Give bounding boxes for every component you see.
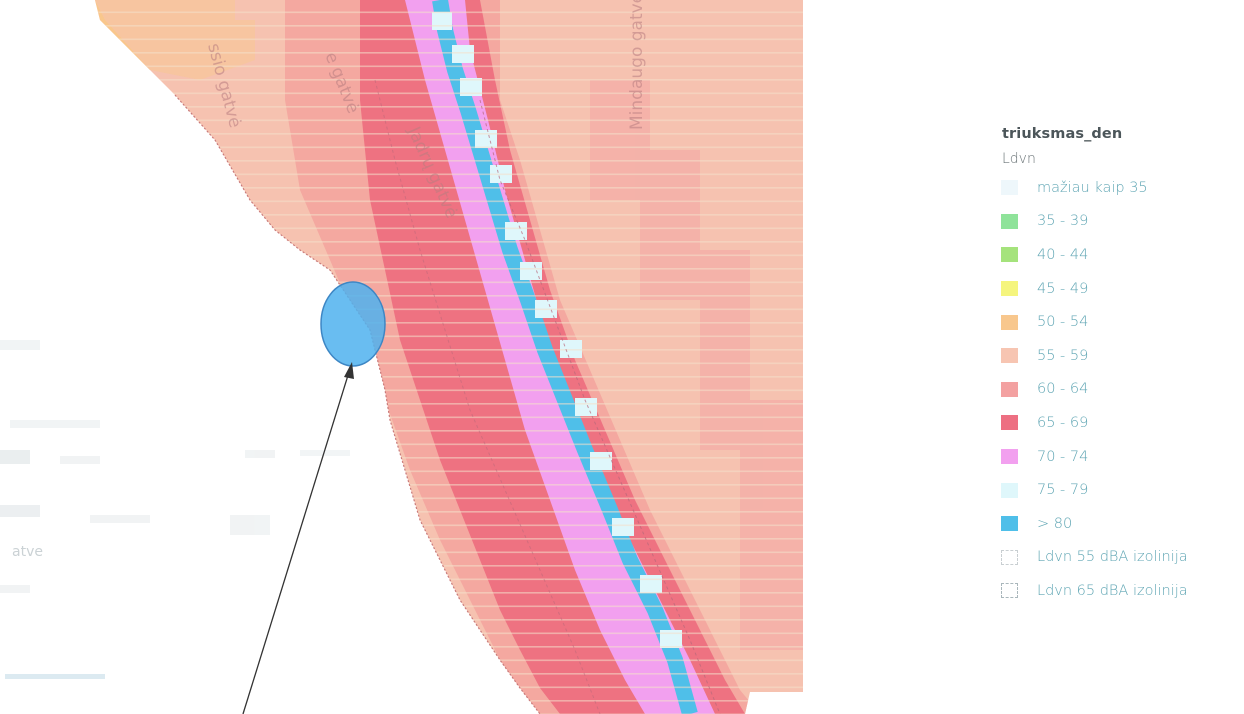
legend-label: 60 - 64 <box>1037 381 1089 398</box>
legend-label: 55 - 59 <box>1037 347 1089 364</box>
legend-item: 40 - 44 <box>1001 238 1238 272</box>
legend-swatch <box>1001 348 1018 364</box>
legend-swatch <box>1001 449 1018 465</box>
pointer-arrow-line <box>242 371 350 714</box>
isoline-65-swatch <box>1001 583 1018 599</box>
legend-label: > 80 <box>1037 515 1073 532</box>
legend-label: Ldvn 65 dBA izolinija <box>1037 582 1188 599</box>
legend-isoline-item: Ldvn 65 dBA izolinija <box>1001 574 1238 608</box>
legend-label: 70 - 74 <box>1037 448 1089 465</box>
legend-label: 65 - 69 <box>1037 414 1089 431</box>
legend-label: mažiau kaip 35 <box>1037 179 1148 196</box>
legend-swatch <box>1001 482 1018 498</box>
noise-raster: Jadrų gatvė e gatvė Mindaugo gatvė ssio … <box>95 0 803 714</box>
pointer-arrow-head <box>344 362 354 379</box>
faint-basemap <box>0 340 350 679</box>
map-boundary-edge <box>174 94 541 714</box>
legend-item: 70 - 74 <box>1001 440 1238 474</box>
map-legend: triuksmas_den Ldvn mažiau kaip 35 35 - 3… <box>1001 126 1238 608</box>
legend-swatch <box>1001 516 1018 532</box>
legend-label: 40 - 44 <box>1037 246 1089 263</box>
legend-subtitle: Ldvn <box>1002 151 1036 167</box>
legend-swatch <box>1001 381 1018 397</box>
legend-label: 75 - 79 <box>1037 482 1089 499</box>
legend-item: 60 - 64 <box>1001 373 1238 407</box>
legend-label: 45 - 49 <box>1037 280 1089 297</box>
legend-label: Ldvn 55 dBA izolinija <box>1037 549 1188 566</box>
legend-item: mažiau kaip 35 <box>1001 171 1238 205</box>
legend-item: 55 - 59 <box>1001 339 1238 373</box>
legend-item: 50 - 54 <box>1001 305 1238 339</box>
legend-title: triuksmas_den <box>1002 126 1123 142</box>
legend-swatch <box>1001 281 1018 297</box>
highlight-marker-ellipse <box>320 281 386 367</box>
partial-street-label-left: atve <box>12 544 43 560</box>
legend-item: 35 - 39 <box>1001 205 1238 239</box>
legend-class-list: mažiau kaip 35 35 - 39 40 - 44 45 - 49 5… <box>1001 171 1238 608</box>
legend-swatch <box>1001 180 1018 196</box>
legend-swatch <box>1001 247 1018 263</box>
legend-item: 65 - 69 <box>1001 406 1238 440</box>
legend-item: 75 - 79 <box>1001 473 1238 507</box>
legend-swatch <box>1001 415 1018 431</box>
legend-swatch <box>1001 213 1018 229</box>
legend-item: 45 - 49 <box>1001 272 1238 306</box>
legend-isoline-item: Ldvn 55 dBA izolinija <box>1001 541 1238 575</box>
legend-label: 50 - 54 <box>1037 314 1089 331</box>
street-label-mindaugo: Mindaugo gatvė <box>627 0 647 130</box>
legend-item: > 80 <box>1001 507 1238 541</box>
legend-swatch <box>1001 314 1018 330</box>
isoline-55-swatch <box>1001 549 1018 565</box>
legend-label: 35 - 39 <box>1037 213 1089 230</box>
